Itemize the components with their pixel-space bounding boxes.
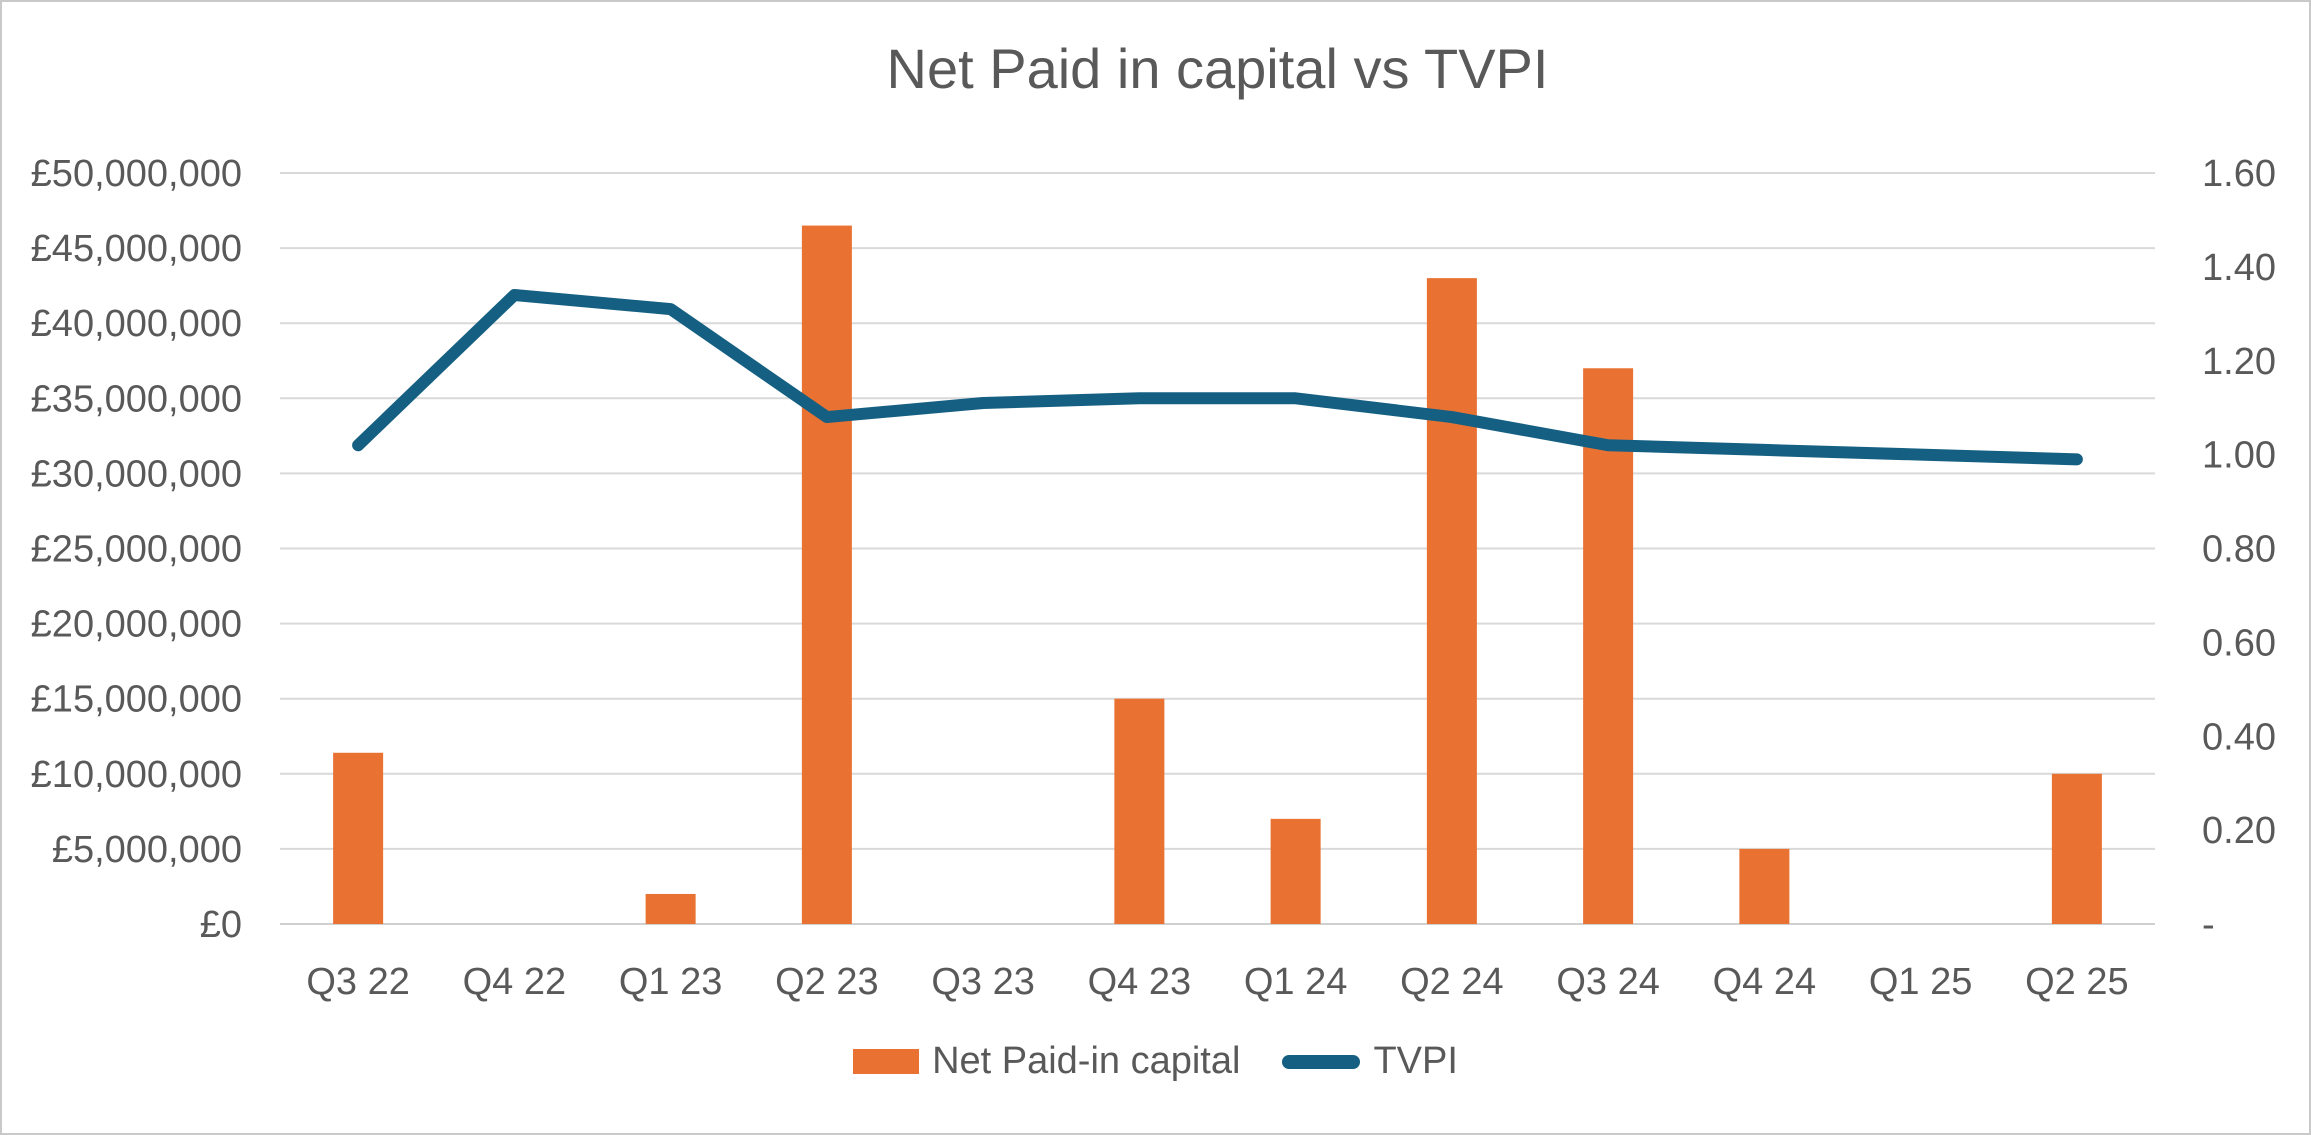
x-axis-tick-label: Q2 25 — [2025, 961, 2129, 1003]
legend-swatch-tvpi — [1282, 1054, 1361, 1069]
legend-label-tvpi: TVPI — [1373, 1040, 1458, 1082]
bar-q1-23 — [645, 893, 696, 924]
y-axis-left-tick-label: £5,000,000 — [52, 829, 242, 871]
y-axis-right-tick-label: 1.40 — [2202, 247, 2276, 289]
x-axis-tick-label: Q1 24 — [1244, 961, 1348, 1003]
x-axis-tick-label: Q1 25 — [1869, 961, 1973, 1003]
y-axis-right-tick-label: 1.20 — [2202, 341, 2276, 383]
x-axis-tick-label: Q2 23 — [775, 961, 879, 1003]
tvpi-line — [352, 289, 2083, 466]
x-axis-tick-label: Q3 23 — [931, 961, 1035, 1003]
bar-q2-25 — [2051, 773, 2102, 924]
y-axis-right-tick-label: 0.40 — [2202, 716, 2276, 758]
y-axis-right-tick-label: 0.60 — [2202, 622, 2276, 664]
x-axis-tick-label: Q4 23 — [1088, 961, 1192, 1003]
x-axis-tick-label: Q1 23 — [619, 961, 723, 1003]
y-axis-left-tick-label: £50,000,000 — [31, 153, 242, 195]
y-axis-left-tick-label: £30,000,000 — [31, 453, 242, 495]
y-axis-right-tick-label: 1.60 — [2202, 153, 2276, 195]
y-axis-right-tick-label: - — [2202, 904, 2215, 946]
x-axis-tick-label: Q2 24 — [1400, 961, 1504, 1003]
x-axis-tick-label: Q3 24 — [1556, 961, 1660, 1003]
bar-q3-22 — [333, 752, 384, 924]
y-axis-left-tick-label: £35,000,000 — [31, 378, 242, 420]
legend-label-net-paid-in-capital: Net Paid-in capital — [932, 1040, 1241, 1082]
y-axis-right-tick-label: 1.00 — [2202, 435, 2276, 477]
chart-title: Net Paid in capital vs TVPI — [886, 37, 1549, 100]
bar-q1-24 — [1270, 818, 1321, 924]
x-axis-tick-label: Q4 22 — [463, 961, 567, 1003]
y-axis-left-tick-label: £15,000,000 — [31, 679, 242, 721]
bar-q4-23 — [1114, 698, 1165, 924]
y-axis-left-tick-label: £20,000,000 — [31, 604, 242, 646]
legend-item-tvpi: TVPI — [1282, 1040, 1458, 1083]
x-axis-tick-label: Q3 22 — [306, 961, 410, 1003]
bar-q4-24 — [1739, 848, 1790, 924]
y-axis-right-tick-label: 0.20 — [2202, 810, 2276, 852]
y-axis-left-tick-label: £45,000,000 — [31, 228, 242, 270]
bar-q3-24 — [1583, 368, 1634, 924]
y-axis-left-tick-label: £0 — [200, 904, 242, 946]
x-axis-tick-label: Q4 24 — [1713, 961, 1817, 1003]
legend-item-net-paid-in-capital: Net Paid-in capital — [853, 1040, 1240, 1083]
bar-q2-23 — [801, 225, 852, 924]
legend-swatch-net-paid-in-capital — [853, 1049, 920, 1074]
y-axis-left-tick-label: £25,000,000 — [31, 529, 242, 571]
y-axis-left-tick-label: £10,000,000 — [31, 754, 242, 796]
y-axis-left-tick-label: £40,000,000 — [31, 303, 242, 345]
y-axis-right-tick-label: 0.80 — [2202, 529, 2276, 571]
bar-q2-24 — [1426, 278, 1477, 924]
legend: Net Paid-in capital TVPI — [2, 1040, 2309, 1083]
